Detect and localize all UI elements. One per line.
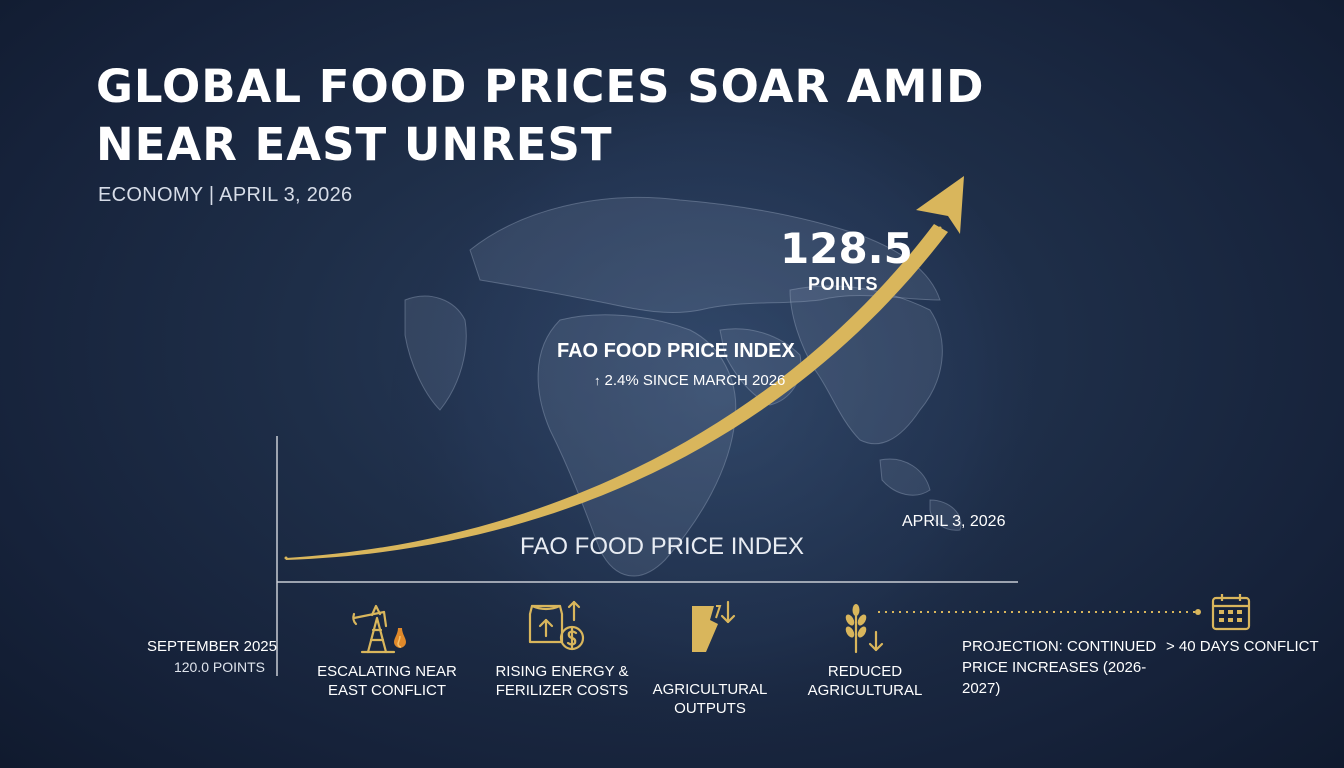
trend-arrow-head xyxy=(916,176,964,234)
factor-label-energy: RISING ENERGY & FERILIZER COSTS xyxy=(495,663,629,699)
wheat-down-icon xyxy=(845,604,884,654)
start-date-label: SEPTEMBER 2025 xyxy=(146,638,277,655)
fertilizer-bag-dollar-icon xyxy=(528,600,585,651)
factor-label-reduced: REDUCED AGRICULTURAL xyxy=(807,663,923,699)
calendar-icon xyxy=(1211,594,1251,631)
conflict-duration-label: > 40 DAYS CONFLICT xyxy=(1166,638,1319,655)
start-value-label: 120.0 POINTS xyxy=(173,659,265,675)
end-value-unit: POINTS xyxy=(808,274,879,294)
up-arrow-icon: ↑ xyxy=(594,373,601,388)
factor-label-outputs: AGRICULTURAL OUTPUTS xyxy=(652,681,768,717)
change-annotation-text: 2.4% SINCE MARCH 2026 xyxy=(604,372,786,389)
x-axis-title: FAO FOOD PRICE INDEX xyxy=(520,533,805,560)
page-title: GLOBAL FOOD PRICES SOAR AMID NEAR EAST U… xyxy=(96,60,985,171)
end-value: 128.5 xyxy=(780,224,913,273)
broken-field-icon xyxy=(692,600,736,652)
change-annotation: ↑ 2.4% SINCE MARCH 2026 xyxy=(594,372,785,389)
factor-label-conflict: ESCALATING NEAR EAST CONFLICT xyxy=(317,663,457,699)
oil-pump-icon xyxy=(352,604,406,654)
data-point-start xyxy=(284,556,288,560)
projection-label: PROJECTION: CONTINUED PRICE INCREASES (2… xyxy=(962,638,1157,697)
data-point-end xyxy=(938,226,942,230)
end-date-label: APRIL 3, 2026 xyxy=(902,513,1006,530)
chart-title: FAO FOOD PRICE INDEX xyxy=(557,340,795,362)
section-date-meta: ECONOMY | APRIL 3, 2026 xyxy=(98,184,353,206)
projection-connector-dot xyxy=(1195,609,1201,615)
